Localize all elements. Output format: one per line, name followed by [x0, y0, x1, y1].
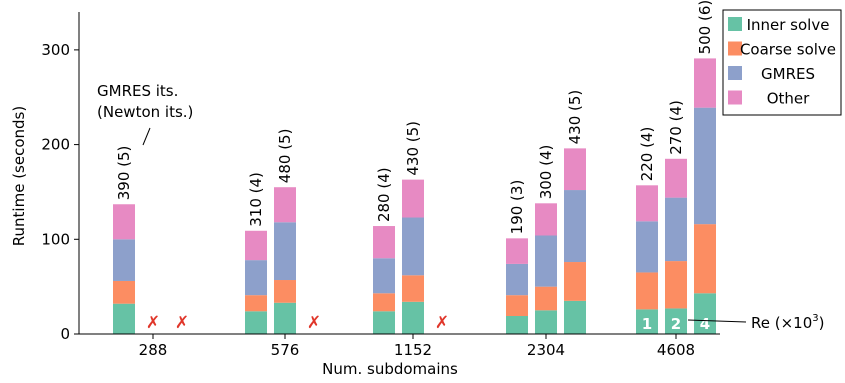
- x-tick-label: 4608: [657, 341, 695, 359]
- y-tick-label: 300: [41, 41, 70, 59]
- bar-segment-gmres: [506, 263, 528, 296]
- bar-segment-coarse-solve: [402, 275, 424, 302]
- bar-segment-gmres: [402, 217, 424, 276]
- bar-segment-other: [506, 238, 528, 264]
- label-key-annotation: GMRES its. (Newton its.): [97, 82, 193, 146]
- re-pointer-line: [687, 319, 747, 323]
- bar-segment-other: [535, 203, 557, 236]
- plot-area: 390 (5) ✗ ✗ 310 (4) 480 (5) ✗ 280 (4) 430 (5) ✗ 1…: [113, 0, 716, 334]
- bar-segment-inner-solve: [535, 310, 557, 334]
- bar-segment-coarse-solve: [694, 224, 716, 294]
- bar-segment-coarse-solve: [564, 262, 586, 301]
- bar-segment-inner-solve: [564, 300, 586, 334]
- failed-run-mark: ✗: [146, 313, 160, 333]
- bar-segment-gmres: [274, 222, 296, 281]
- bar-segment-coarse-solve: [113, 280, 135, 304]
- bar-segment-inner-solve: [665, 308, 687, 334]
- re-axis-label: Re (×103): [751, 313, 825, 332]
- bar-top-label: 480 (5): [276, 129, 294, 184]
- bar-segment-gmres: [373, 258, 395, 294]
- legend-box: [722, 9, 842, 116]
- x-ticks: 288 576 1152 2304 4608: [139, 334, 695, 359]
- bar-segment-coarse-solve: [535, 286, 557, 311]
- bar-segment-coarse-solve: [245, 295, 267, 312]
- legend-swatch: [728, 17, 742, 31]
- bar-top-label: 500 (6): [696, 0, 714, 54]
- bar-top-label: 300 (4): [537, 145, 555, 200]
- bar-segment-inner-solve: [274, 302, 296, 334]
- re-value-label: 1: [642, 315, 652, 333]
- re-value-label: 2: [671, 315, 681, 333]
- bar-segment-coarse-solve: [665, 261, 687, 309]
- bar-segment-other: [245, 230, 267, 261]
- bar-top-label: 220 (4): [638, 127, 656, 182]
- failed-run-mark: ✗: [307, 313, 321, 333]
- legend-item-label: Coarse solve: [740, 41, 836, 59]
- legend-swatch: [728, 66, 742, 80]
- bar-segment-other: [113, 204, 135, 240]
- re-axis-annotation: Re (×103): [687, 313, 825, 332]
- bar-segment-inner-solve: [506, 316, 528, 334]
- legend-item-label: Inner solve: [747, 16, 830, 34]
- bar-segment-other: [564, 148, 586, 191]
- y-axis-title: Runtime (seconds): [10, 106, 28, 246]
- legend-swatch: [728, 90, 742, 105]
- bar-top-label: 390 (5): [115, 146, 133, 201]
- x-axis-title: Num. subdomains: [322, 360, 458, 378]
- failed-run-mark: ✗: [175, 313, 189, 333]
- bar-segment-inner-solve: [694, 293, 716, 334]
- legend-item-label: Other: [767, 90, 810, 108]
- y-tick-label: 100: [41, 230, 70, 248]
- x-tick-label: 288: [139, 341, 168, 359]
- bar-top-label: 190 (3): [508, 180, 526, 235]
- bar-segment-gmres: [535, 235, 557, 287]
- annotation-line-1: GMRES its.: [97, 82, 178, 100]
- re-value-label: 4: [700, 315, 710, 333]
- bar-segment-coarse-solve: [506, 295, 528, 317]
- bar-segment-gmres: [665, 197, 687, 262]
- bar-segment-gmres: [636, 221, 658, 273]
- annotation-pointer: [142, 127, 151, 146]
- legend-swatch: [728, 41, 742, 56]
- bar-top-label: 270 (4): [667, 100, 685, 155]
- y-tick-label: 0: [60, 325, 70, 343]
- bar-segment-inner-solve: [245, 311, 267, 334]
- bar-top-label: 430 (5): [404, 121, 422, 176]
- bar-segment-coarse-solve: [373, 293, 395, 312]
- bar-segment-coarse-solve: [274, 280, 296, 303]
- y-ticks: 0 100 200 300: [41, 41, 79, 343]
- bar-segment-gmres: [113, 239, 135, 281]
- bar-segment-other: [694, 58, 716, 108]
- bar-segment-inner-solve: [402, 301, 424, 334]
- bar-segment-gmres: [245, 260, 267, 296]
- bar-segment-other: [665, 158, 687, 198]
- bar-segment-gmres: [694, 107, 716, 225]
- bar-segment-other: [373, 226, 395, 259]
- y-tick-label: 200: [41, 136, 70, 154]
- bar-segment-inner-solve: [373, 311, 395, 334]
- bar-segment-other: [402, 179, 424, 218]
- bar-segment-gmres: [564, 190, 586, 263]
- x-tick-label: 2304: [527, 341, 565, 359]
- annotation-line-2: (Newton its.): [97, 103, 193, 121]
- bar-segment-other: [636, 185, 658, 222]
- failed-run-mark: ✗: [435, 313, 449, 333]
- legend-item-label: GMRES: [761, 65, 815, 83]
- x-tick-label: 576: [271, 341, 300, 359]
- bar-segment-coarse-solve: [636, 272, 658, 310]
- bar-top-label: 430 (5): [566, 90, 584, 145]
- bar-segment-inner-solve: [636, 309, 658, 334]
- bar-top-label: 310 (4): [247, 172, 265, 227]
- bar-top-label: 280 (4): [375, 167, 393, 222]
- x-tick-label: 1152: [394, 341, 432, 359]
- bar-segment-other: [274, 187, 296, 223]
- bar-segment-inner-solve: [113, 303, 135, 334]
- legend: Inner solve Coarse solve GMRES Other: [722, 9, 842, 116]
